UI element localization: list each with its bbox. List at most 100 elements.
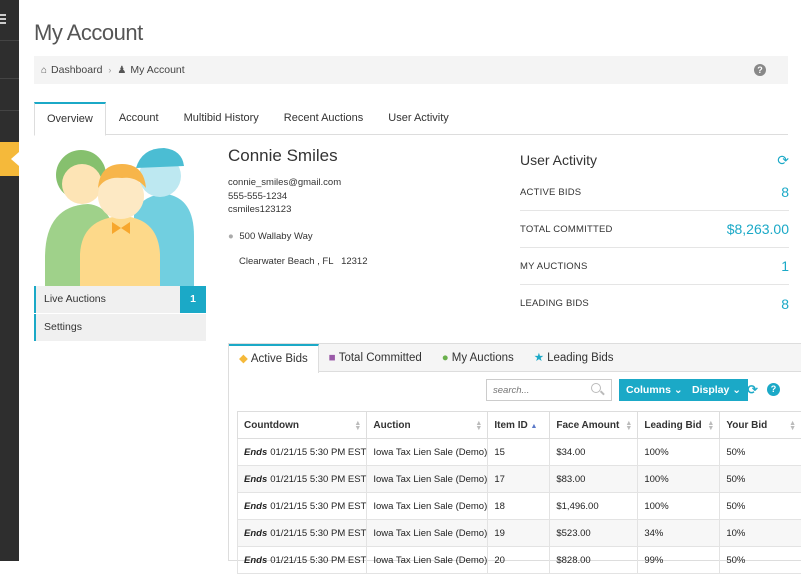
tab-account[interactable]: Account <box>107 102 171 134</box>
ends-label: Ends <box>244 447 267 458</box>
gavel-icon: ◆ <box>239 353 248 365</box>
side-menu: Live Auctions 1 Settings <box>34 286 206 342</box>
cell-auction: Iowa Tax Lien Sale (Demo) <box>367 493 488 520</box>
tab-leading-bids[interactable]: ★Leading Bids <box>524 344 624 371</box>
profile-address: ● 500 Wallaby Way <box>228 231 368 242</box>
ends-label: Ends <box>244 501 267 512</box>
countdown-value: 01/21/15 5:30 PM EST <box>270 555 366 566</box>
side-item-settings[interactable]: Settings <box>34 314 206 341</box>
tab-total-committed[interactable]: ■Total Committed <box>319 344 432 371</box>
display-label: Display <box>692 384 729 396</box>
activity-label: LEADING BIDS <box>520 298 589 309</box>
profile-phone: 555-555-1234 <box>228 190 368 204</box>
display-button[interactable]: Display ⌄ <box>685 379 748 401</box>
activity-row: LEADING BIDS 8 <box>520 285 789 322</box>
activity-value[interactable]: 8 <box>781 184 789 200</box>
sort-icon: ▲▼ <box>354 421 361 431</box>
cell-your-bid: 50% <box>720 466 801 493</box>
search-icon[interactable] <box>591 383 601 393</box>
side-item-label: Live Auctions <box>44 293 106 305</box>
column-header-your-bid[interactable]: Your Bid ▲▼ <box>720 412 801 439</box>
countdown-value: 01/21/15 5:30 PM EST <box>270 528 366 539</box>
sidebar-divider <box>0 78 19 79</box>
cell-face-amount: $828.00 <box>550 547 638 574</box>
header-label: Your Bid <box>726 420 767 431</box>
profile-card: Connie Smiles connie_smiles@gmail.com 55… <box>228 146 368 267</box>
cell-item-id: 17 <box>488 466 550 493</box>
cell-your-bid: 50% <box>720 439 801 466</box>
cell-leading-bid: 99% <box>638 547 720 574</box>
activity-value[interactable]: 8 <box>781 296 789 312</box>
map-pin-icon: ● <box>228 231 234 242</box>
tab-recent-auctions[interactable]: Recent Auctions <box>272 102 376 134</box>
sort-icon: ▲▼ <box>475 421 482 431</box>
help-icon[interactable]: ? <box>767 383 780 396</box>
account-tabs: Overview Account Multibid History Recent… <box>34 102 788 135</box>
header-label: Item ID <box>494 420 527 431</box>
chevron-right-icon: › <box>108 65 111 75</box>
cell-auction: Iowa Tax Lien Sale (Demo) <box>367 547 488 574</box>
sidebar-active-indicator[interactable] <box>0 142 19 176</box>
tab-user-activity[interactable]: User Activity <box>376 102 461 134</box>
count-badge: 1 <box>180 286 206 313</box>
help-icon[interactable]: ? <box>754 64 766 76</box>
tab-label: My Auctions <box>452 352 514 364</box>
tab-multibid-history[interactable]: Multibid History <box>172 102 271 134</box>
app-sidebar <box>0 0 19 561</box>
activity-value[interactable]: $8,263.00 <box>727 221 789 237</box>
cell-leading-bid: 100% <box>638 466 720 493</box>
countdown-value: 01/21/15 5:30 PM EST <box>270 447 366 458</box>
globe-icon: ● <box>442 352 449 364</box>
cell-item-id: 15 <box>488 439 550 466</box>
side-item-live-auctions[interactable]: Live Auctions 1 <box>34 286 206 313</box>
activity-header: User Activity ⟳ <box>520 146 789 174</box>
bids-tabs: ◆Active Bids ■Total Committed ●My Auctio… <box>229 344 801 372</box>
columns-label: Columns <box>626 384 671 396</box>
sort-icon: ▲▼ <box>625 421 632 431</box>
refresh-icon[interactable]: ⟳ <box>747 383 760 396</box>
ends-label: Ends <box>244 474 267 485</box>
ends-label: Ends <box>244 528 267 539</box>
column-header-countdown[interactable]: Countdown▲▼ <box>238 412 367 439</box>
column-header-leading-bid[interactable]: Leading Bid▲▼ <box>638 412 720 439</box>
tab-label: Total Committed <box>339 352 422 364</box>
cell-leading-bid: 100% <box>638 493 720 520</box>
activity-value[interactable]: 1 <box>781 258 789 274</box>
tab-overview[interactable]: Overview <box>34 102 106 136</box>
user-activity-summary: User Activity ⟳ ACTIVE BIDS 8 TOTAL COMM… <box>520 146 789 322</box>
cell-face-amount: $34.00 <box>550 439 638 466</box>
profile-street: 500 Wallaby Way <box>239 231 312 242</box>
profile-username: csmiles123123 <box>228 203 368 217</box>
bids-table: Countdown▲▼ Auction▲▼ Item ID ▲ Face Amo… <box>237 411 801 574</box>
sort-asc-icon: ▲ <box>530 423 537 430</box>
tab-active-bids[interactable]: ◆Active Bids <box>229 344 319 373</box>
column-header-face-amount[interactable]: Face Amount▲▼ <box>550 412 638 439</box>
lock-icon: ■ <box>329 352 336 364</box>
activity-label: MY AUCTIONS <box>520 261 587 272</box>
profile-city: Clearwater Beach , FL 12312 <box>239 256 368 267</box>
side-item-label: Settings <box>44 321 82 333</box>
tab-my-auctions[interactable]: ●My Auctions <box>432 344 524 371</box>
columns-button[interactable]: Columns ⌄ <box>619 379 690 401</box>
breadcrumb-dashboard[interactable]: Dashboard <box>51 64 102 76</box>
column-header-auction[interactable]: Auction▲▼ <box>367 412 488 439</box>
refresh-icon[interactable]: ⟳ <box>777 146 789 174</box>
menu-icon[interactable] <box>0 14 6 28</box>
cell-auction: Iowa Tax Lien Sale (Demo) <box>367 466 488 493</box>
column-header-item-id[interactable]: Item ID ▲ <box>488 412 550 439</box>
chevron-down-icon: ⌄ <box>732 384 741 396</box>
breadcrumb-my-account: My Account <box>130 64 184 76</box>
profile-email: connie_smiles@gmail.com <box>228 176 368 190</box>
header-label: Leading Bid <box>644 420 701 431</box>
table-toolbar: Columns ⌄ Display ⌄ ⟳ ? <box>229 379 801 403</box>
sort-icon: ▲▼ <box>789 421 796 431</box>
page-title: My Account <box>34 20 143 46</box>
